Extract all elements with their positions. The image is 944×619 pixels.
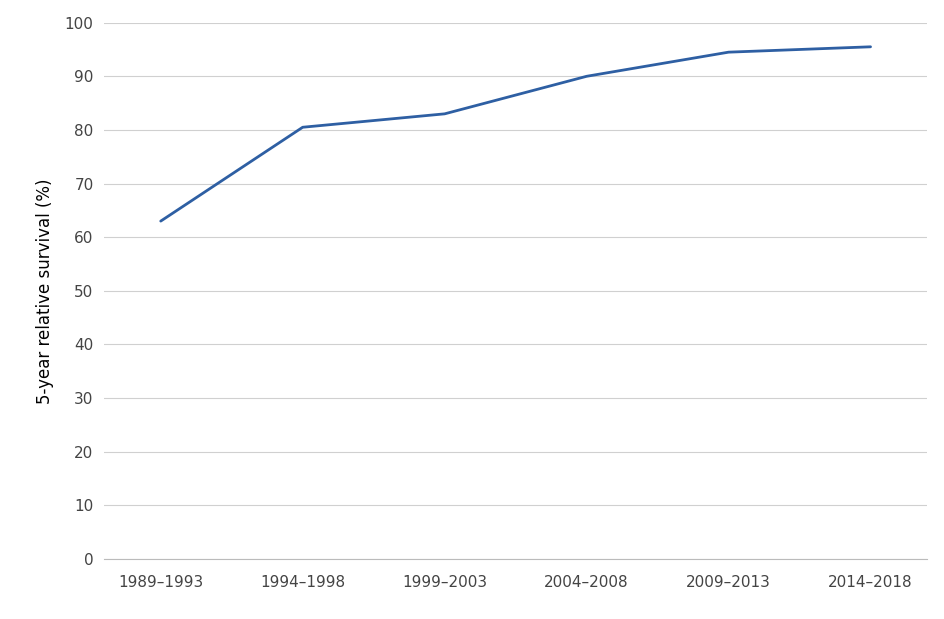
Y-axis label: 5-year relative survival (%): 5-year relative survival (%) (36, 178, 54, 404)
